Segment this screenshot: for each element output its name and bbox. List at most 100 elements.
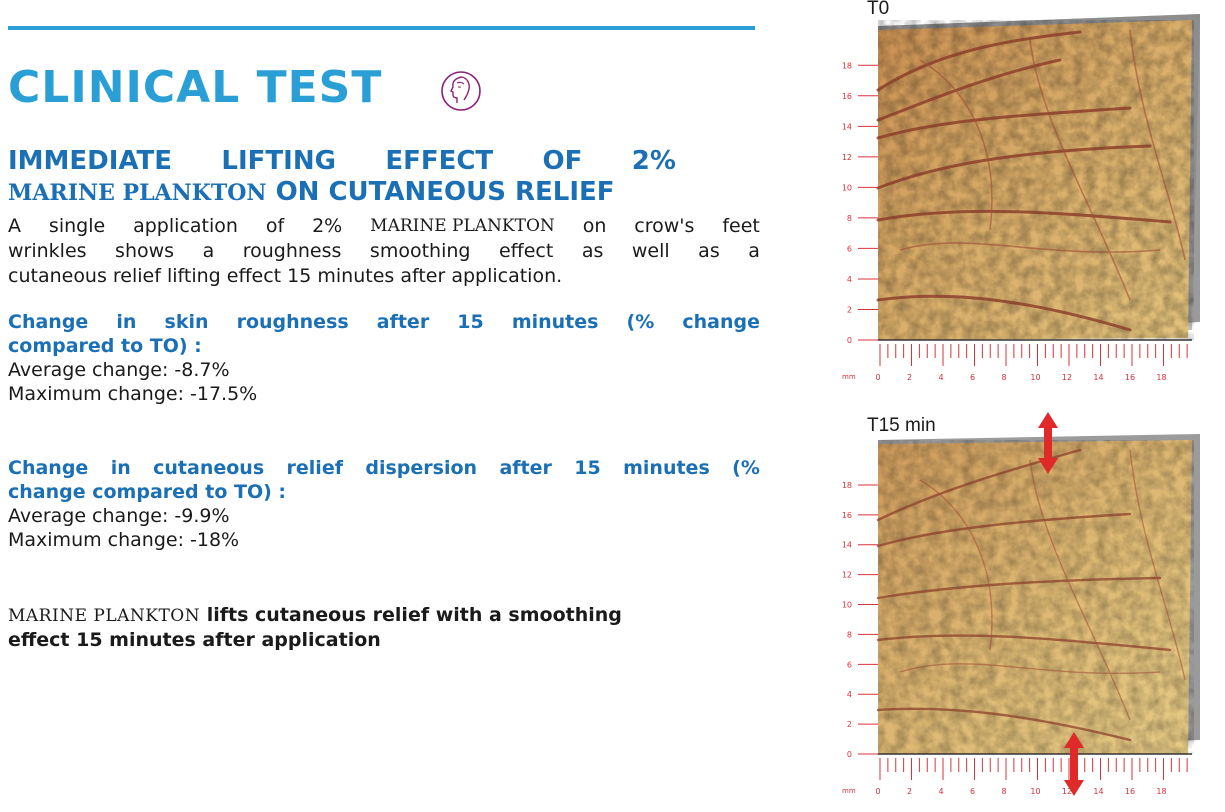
intro-word: shows [115,240,175,262]
roughness-heading-word: in [116,311,137,333]
subtitle-word: OF [542,146,583,176]
intro-line: cutaneous relief lifting effect 15 minut… [8,265,563,287]
x-tick-label: 14 [1093,787,1103,796]
intro-word: on [582,215,607,237]
roughness-heading-line: compared to TO) : [8,335,202,357]
y-tick-label: 14 [842,541,852,550]
intro-word: well [631,240,670,262]
y-tick-label: 12 [842,571,852,580]
brand-name: MARINE PLANKTON [8,606,201,626]
subtitle-word: EFFECT [385,146,494,176]
x-tick-label: 16 [1125,787,1135,796]
dispersion-heading-word: in [110,457,131,479]
intro-word: 2% [312,215,343,237]
intro-word: as [698,240,720,262]
header-rule [8,26,755,30]
subtitle-word: LIFTING [221,146,336,176]
dispersion-average: Average change: -9.9% [8,505,230,527]
x-tick-label: 6 [970,787,975,796]
x-tick-label: 10 [1030,787,1040,796]
image-label: T0 [867,0,890,19]
y-tick-label: 2 [847,720,852,729]
roughness-heading-word: after [376,311,430,333]
subtitle-rest: ON CUTANEOUS RELIEF [275,177,615,207]
skin-relief-image-t15: T15 min [830,410,1220,810]
skin-relief-image-t0: T0 [830,0,1220,390]
y-tick-label: 8 [847,630,852,639]
x-tick-label: 2 [907,373,912,382]
y-tick-label: 16 [842,92,852,101]
roughness-heading-word: 15 [457,311,484,333]
dispersion-heading-word: cutaneous [153,457,265,479]
y-tick-label: 18 [842,481,852,490]
dispersion-heading-word: 15 [574,457,601,479]
y-tick-label: 6 [847,660,852,669]
dispersion-heading-word: minutes [623,457,710,479]
image-label: T15 min [867,415,936,436]
dispersion-results: Change in cutaneous relief dispersion after 15… [8,456,760,552]
x-tick-label: 12 [1062,787,1072,796]
intro-word: A [8,215,21,237]
y-tick-label: 4 [847,690,852,699]
x-tick-label: 6 [970,373,975,382]
x-tick-label: 0 [875,787,880,796]
dispersion-heading-word: dispersion [365,457,478,479]
x-tick-label: 12 [1062,373,1072,382]
y-tick-label: 8 [847,214,852,223]
roughness-maximum: Maximum change: -17.5% [8,383,258,405]
intro-word: a [202,240,215,262]
lift-arrow-bottom-icon [1064,732,1084,796]
roughness-heading-word: skin [164,311,209,333]
y-tick-label: 4 [847,275,852,284]
roughness-results: Change in skin roughness after 15 minutes (% cha… [8,310,760,406]
y-tick-label: 6 [847,244,852,253]
y-tick-label: 16 [842,511,852,520]
intro-word: effect [498,240,554,262]
intro-word: crow's [634,215,695,237]
conclusion-text: effect 15 minutes after application [8,629,381,651]
subtitle-word: IMMEDIATE [8,146,173,176]
dispersion-heading-word: relief [286,457,343,479]
section-subtitle: IMMEDIATE LIFTING EFFECT OF 2% MARINE PLANKT… [8,146,676,209]
x-tick-label: 10 [1030,373,1040,382]
y-tick-label: 10 [842,183,852,192]
intro-word: of [265,215,285,237]
intro-word: a [748,240,760,262]
conclusion: MARINE PLANKTON lifts cutaneous relief w… [8,603,748,652]
y-tick-label: 2 [847,305,852,314]
intro-word: smoothing [369,240,471,262]
conclusion-text: lifts cutaneous relief with a smoothing [206,604,622,626]
roughness-heading-word: minutes [511,311,599,333]
x-tick-label: 4 [938,373,943,382]
intro-word: application [133,215,238,237]
x-tick-label: 8 [1001,373,1006,382]
x-tick-label: 8 [1001,787,1006,796]
intro-word: MARINE PLANKTON [370,216,555,236]
y-tick-label: 0 [847,336,852,345]
face-profile-icon [441,71,481,111]
y-tick-label: 14 [842,122,852,131]
dispersion-maximum: Maximum change: -18% [8,529,240,551]
lift-arrow-up-icon [1038,412,1058,474]
intro-word: as [581,240,604,262]
x-tick-label: 2 [907,787,912,796]
y-tick-label: 10 [842,601,852,610]
x-unit-label: mm [842,373,856,381]
x-tick-label: 18 [1156,787,1166,796]
intro-word: wrinkles [8,240,87,262]
intro-word: single [48,215,106,237]
x-tick-label: 16 [1125,373,1135,382]
intro-word: feet [722,215,760,237]
y-tick-label: 18 [842,61,852,70]
dispersion-heading-word: Change [8,457,89,479]
x-unit-label: mm [842,787,856,795]
roughness-heading-word: Change [8,311,89,333]
x-tick-label: 4 [938,787,943,796]
dispersion-heading-word: (% [732,457,760,479]
x-tick-label: 18 [1156,373,1166,382]
x-tick-label: 0 [875,373,880,382]
dispersion-heading-line: change compared to TO) : [8,481,287,503]
x-tick-label: 14 [1093,373,1103,382]
intro-word: roughness [242,240,342,262]
